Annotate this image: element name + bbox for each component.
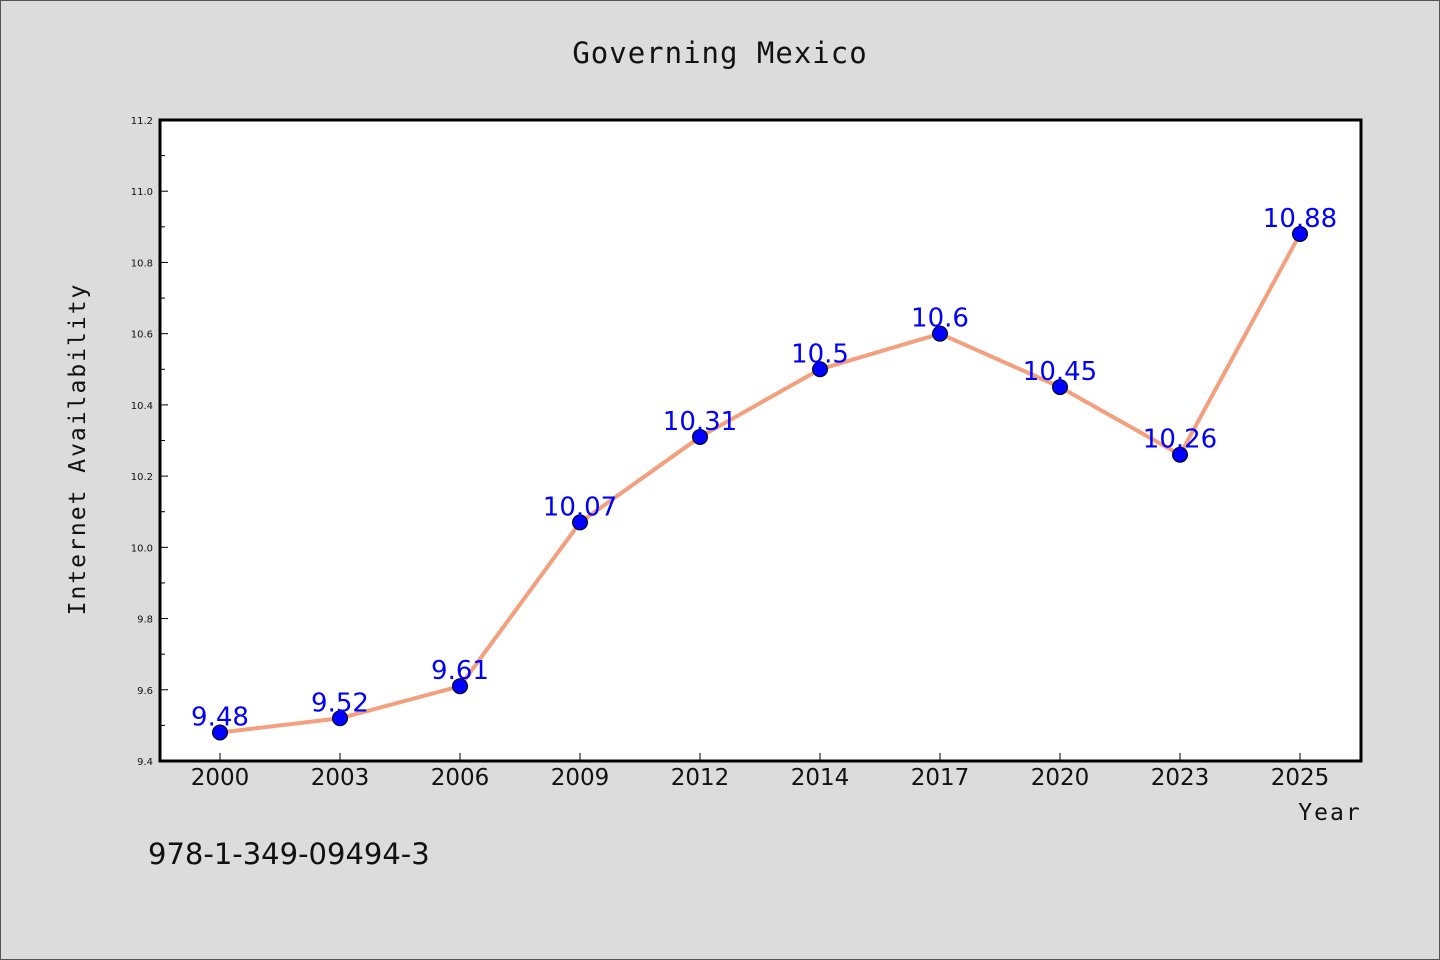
chart-title: Governing Mexico (572, 36, 867, 70)
data-point (1172, 446, 1188, 463)
data-point (932, 325, 948, 342)
data-label: 9.61 (431, 656, 489, 686)
y-tick-label: 10.0 (131, 543, 153, 554)
data-point (332, 710, 348, 727)
data-point (692, 428, 708, 445)
data-point (1292, 225, 1308, 242)
y-axis-label: Internet Availability (65, 283, 91, 616)
x-tick-label: 2014 (791, 765, 850, 791)
plot-area (158, 118, 1363, 763)
x-tick-label: 2023 (1151, 765, 1210, 791)
x-tick-label: 2012 (671, 765, 730, 791)
x-tick-label: 2006 (431, 765, 490, 791)
y-tick-label: 9.8 (137, 615, 153, 626)
data-series (212, 225, 1308, 741)
y-tick-label: 10.4 (131, 401, 153, 412)
data-label: 10.88 (1263, 204, 1337, 234)
y-tick-label: 11.0 (131, 187, 153, 198)
y-tick-label: 9.4 (137, 757, 153, 768)
data-label: 10.6 (911, 304, 969, 334)
data-label: 10.26 (1143, 425, 1217, 455)
y-tick-label: 11.2 (131, 116, 153, 127)
x-tick-label: 2003 (311, 765, 370, 791)
x-axis: 2000 2003 2006 2009 2012 2014 2017 2020 2023 2025 (191, 753, 1330, 791)
y-axis: 9.4 9.6 9.8 10.0 10.2 10.4 10.6 10.8 11.0 11.2 (131, 116, 168, 768)
x-tick-label: 2000 (191, 765, 250, 791)
data-label: 9.52 (311, 688, 369, 718)
x-tick-label: 2025 (1271, 765, 1330, 791)
data-point (212, 724, 228, 741)
data-label: 10.07 (543, 492, 617, 522)
y-tick-label: 10.2 (131, 472, 153, 483)
data-point (572, 514, 588, 531)
data-label: 10.45 (1023, 357, 1097, 387)
y-tick-label: 10.8 (131, 258, 153, 269)
y-tick-label: 10.6 (131, 330, 153, 341)
data-label: 10.5 (791, 339, 849, 369)
x-tick-label: 2017 (911, 765, 970, 791)
x-tick-label: 2009 (551, 765, 610, 791)
data-labels: 9.48 9.52 9.61 10.07 10.31 10.5 10.6 10.45 10.26… (191, 204, 1337, 733)
y-tick-label: 9.6 (137, 686, 153, 697)
data-label: 10.31 (663, 407, 737, 437)
data-label: 9.48 (191, 703, 249, 733)
isbn-text: 978-1-349-09494-3 (148, 837, 430, 871)
series-line (219, 233, 1302, 735)
x-axis-label: Year (1298, 800, 1361, 826)
data-point (452, 678, 468, 695)
x-tick-label: 2020 (1031, 765, 1090, 791)
data-point (812, 361, 828, 378)
data-point (1052, 379, 1068, 396)
